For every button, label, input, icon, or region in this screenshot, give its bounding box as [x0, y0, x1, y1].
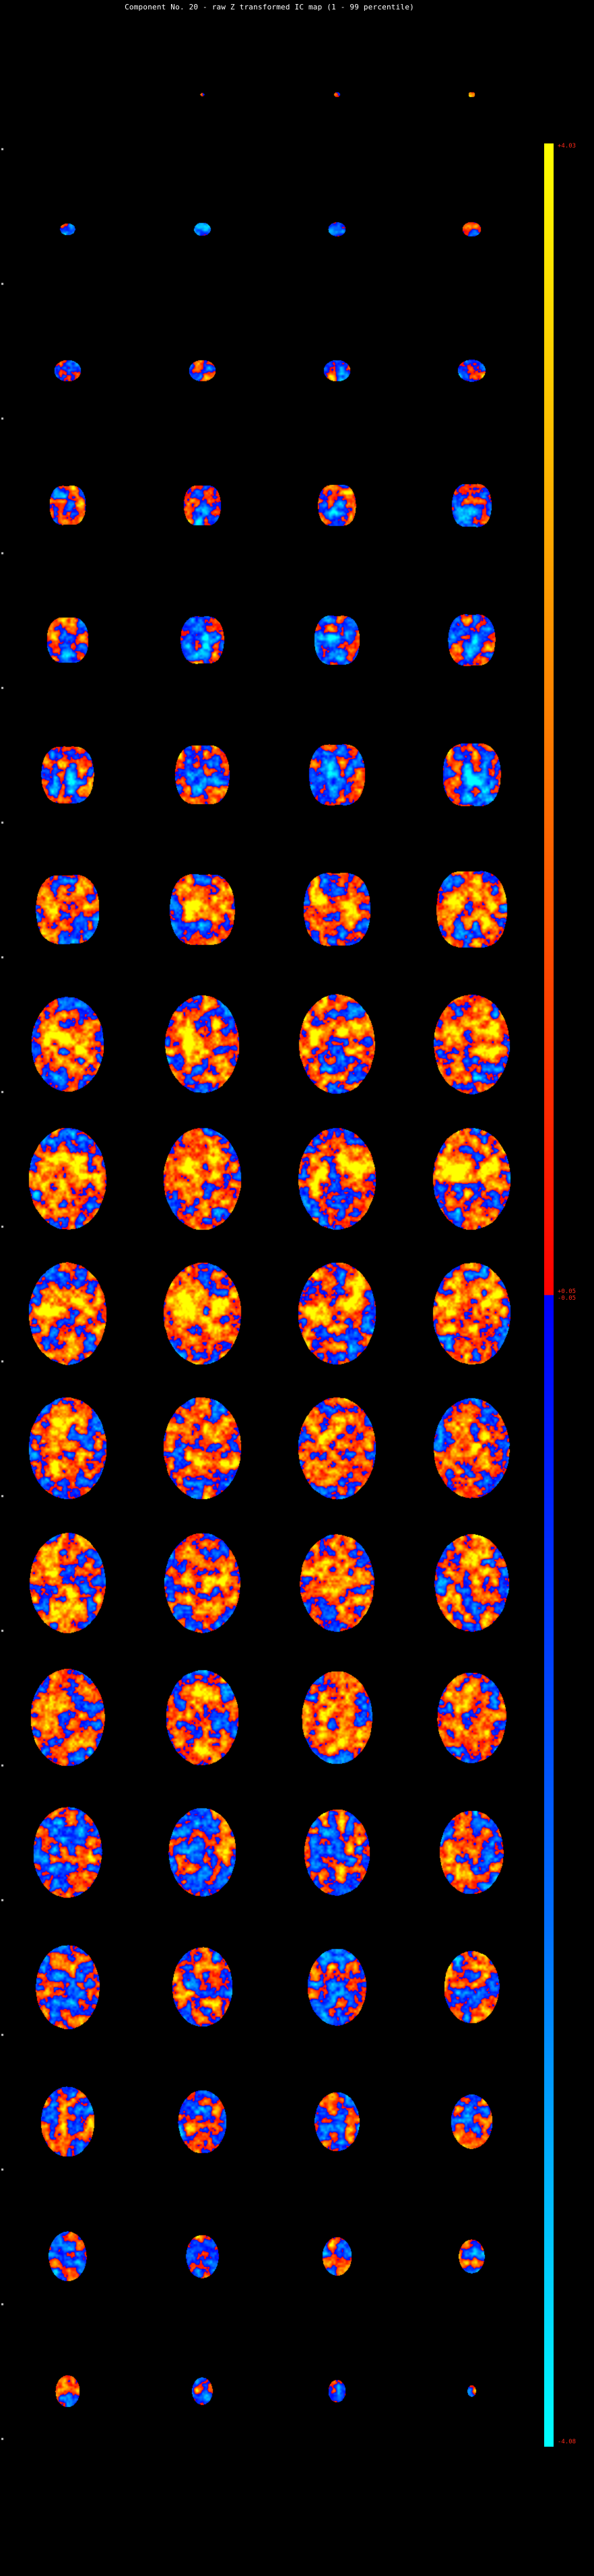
colorbar	[544, 143, 554, 2447]
colorbar-max-label: +4.03	[558, 143, 576, 150]
colorbar-min-label: -4.08	[558, 2439, 576, 2445]
colorbar-neg-threshold-label: -0.05	[558, 1295, 576, 1302]
colorbar-pos-threshold-label: +0.05	[558, 1288, 576, 1295]
brain-slice-montage	[0, 0, 539, 2576]
